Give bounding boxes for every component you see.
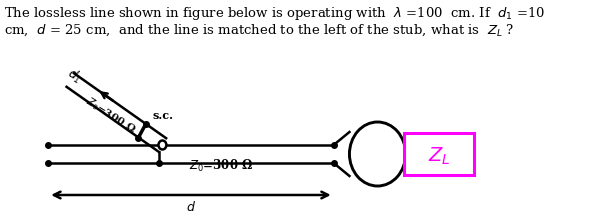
Text: $d$: $d$ — [186, 200, 195, 214]
Circle shape — [158, 140, 166, 149]
Text: $Z_0$=300 Ω: $Z_0$=300 Ω — [83, 95, 138, 136]
Text: $Z_0$=300 Ω: $Z_0$=300 Ω — [189, 158, 253, 174]
Text: $Z_L$: $Z_L$ — [428, 145, 450, 167]
Text: s.c.: s.c. — [153, 110, 174, 121]
Text: cm,  $d$ = 25 cm,  and the line is matched to the left of the stub, what is  $Z_: cm, $d$ = 25 cm, and the line is matched… — [4, 23, 514, 39]
Bar — [404, 133, 474, 175]
Text: The lossless line shown in figure below is operating with  $\lambda$ =100  cm. I: The lossless line shown in figure below … — [4, 5, 545, 22]
Circle shape — [350, 122, 405, 186]
Text: $d_1$: $d_1$ — [64, 65, 85, 87]
